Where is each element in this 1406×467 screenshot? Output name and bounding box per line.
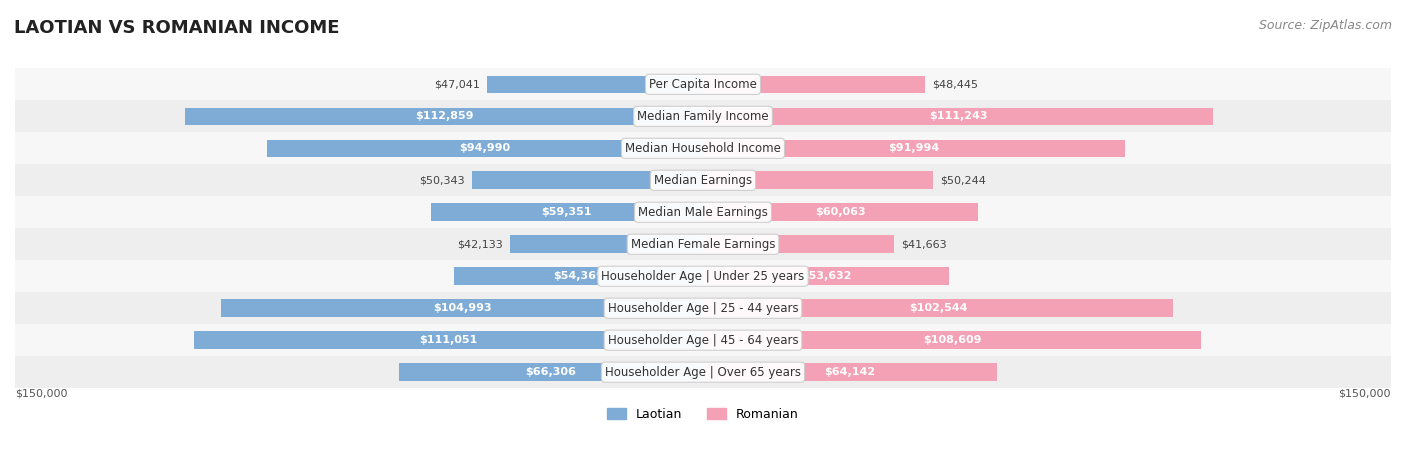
Bar — [399, 363, 703, 381]
Text: Median Male Earnings: Median Male Earnings — [638, 206, 768, 219]
Text: $112,859: $112,859 — [415, 111, 474, 121]
Text: $41,663: $41,663 — [901, 239, 946, 249]
Bar — [488, 76, 703, 93]
Bar — [703, 268, 949, 285]
Text: $102,544: $102,544 — [908, 303, 967, 313]
FancyBboxPatch shape — [15, 132, 1391, 164]
Bar — [703, 204, 979, 221]
Text: $150,000: $150,000 — [15, 388, 67, 398]
Text: Median Family Income: Median Family Income — [637, 110, 769, 123]
Bar — [703, 332, 1201, 349]
FancyBboxPatch shape — [15, 196, 1391, 228]
Text: $47,041: $47,041 — [434, 79, 481, 89]
Text: Householder Age | 25 - 44 years: Householder Age | 25 - 44 years — [607, 302, 799, 315]
Text: $53,632: $53,632 — [801, 271, 851, 281]
Bar — [703, 76, 925, 93]
Text: $54,369: $54,369 — [553, 271, 603, 281]
Text: $111,243: $111,243 — [929, 111, 987, 121]
Text: Source: ZipAtlas.com: Source: ZipAtlas.com — [1258, 19, 1392, 32]
Text: $64,142: $64,142 — [824, 367, 876, 377]
Text: LAOTIAN VS ROMANIAN INCOME: LAOTIAN VS ROMANIAN INCOME — [14, 19, 340, 37]
Bar — [703, 235, 894, 253]
Bar — [703, 107, 1213, 125]
FancyBboxPatch shape — [15, 100, 1391, 132]
Bar — [430, 204, 703, 221]
Bar — [194, 332, 703, 349]
Bar — [267, 140, 703, 157]
Text: $48,445: $48,445 — [932, 79, 979, 89]
Text: $91,994: $91,994 — [889, 143, 939, 153]
Text: Per Capita Income: Per Capita Income — [650, 78, 756, 91]
Bar — [703, 299, 1174, 317]
Bar — [472, 171, 703, 189]
Text: Householder Age | Over 65 years: Householder Age | Over 65 years — [605, 366, 801, 379]
Text: $59,351: $59,351 — [541, 207, 592, 217]
Text: $108,609: $108,609 — [922, 335, 981, 345]
FancyBboxPatch shape — [15, 260, 1391, 292]
Text: $150,000: $150,000 — [1339, 388, 1391, 398]
Bar — [703, 140, 1125, 157]
Text: Householder Age | 45 - 64 years: Householder Age | 45 - 64 years — [607, 334, 799, 347]
Bar — [221, 299, 703, 317]
Bar — [186, 107, 703, 125]
Text: $42,133: $42,133 — [457, 239, 503, 249]
Bar — [703, 363, 997, 381]
Text: $50,244: $50,244 — [941, 175, 986, 185]
FancyBboxPatch shape — [15, 228, 1391, 260]
FancyBboxPatch shape — [15, 68, 1391, 100]
FancyBboxPatch shape — [15, 324, 1391, 356]
Text: $94,990: $94,990 — [460, 143, 510, 153]
Text: $104,993: $104,993 — [433, 303, 492, 313]
Bar — [454, 268, 703, 285]
Bar — [510, 235, 703, 253]
Text: $50,343: $50,343 — [419, 175, 465, 185]
Text: Householder Age | Under 25 years: Householder Age | Under 25 years — [602, 270, 804, 283]
Text: Median Female Earnings: Median Female Earnings — [631, 238, 775, 251]
Legend: Laotian, Romanian: Laotian, Romanian — [602, 403, 804, 425]
FancyBboxPatch shape — [15, 164, 1391, 196]
FancyBboxPatch shape — [15, 356, 1391, 388]
Text: Median Household Income: Median Household Income — [626, 142, 780, 155]
Text: Median Earnings: Median Earnings — [654, 174, 752, 187]
Bar — [703, 171, 934, 189]
Text: $60,063: $60,063 — [815, 207, 866, 217]
Text: $66,306: $66,306 — [526, 367, 576, 377]
Text: $111,051: $111,051 — [419, 335, 478, 345]
FancyBboxPatch shape — [15, 292, 1391, 324]
